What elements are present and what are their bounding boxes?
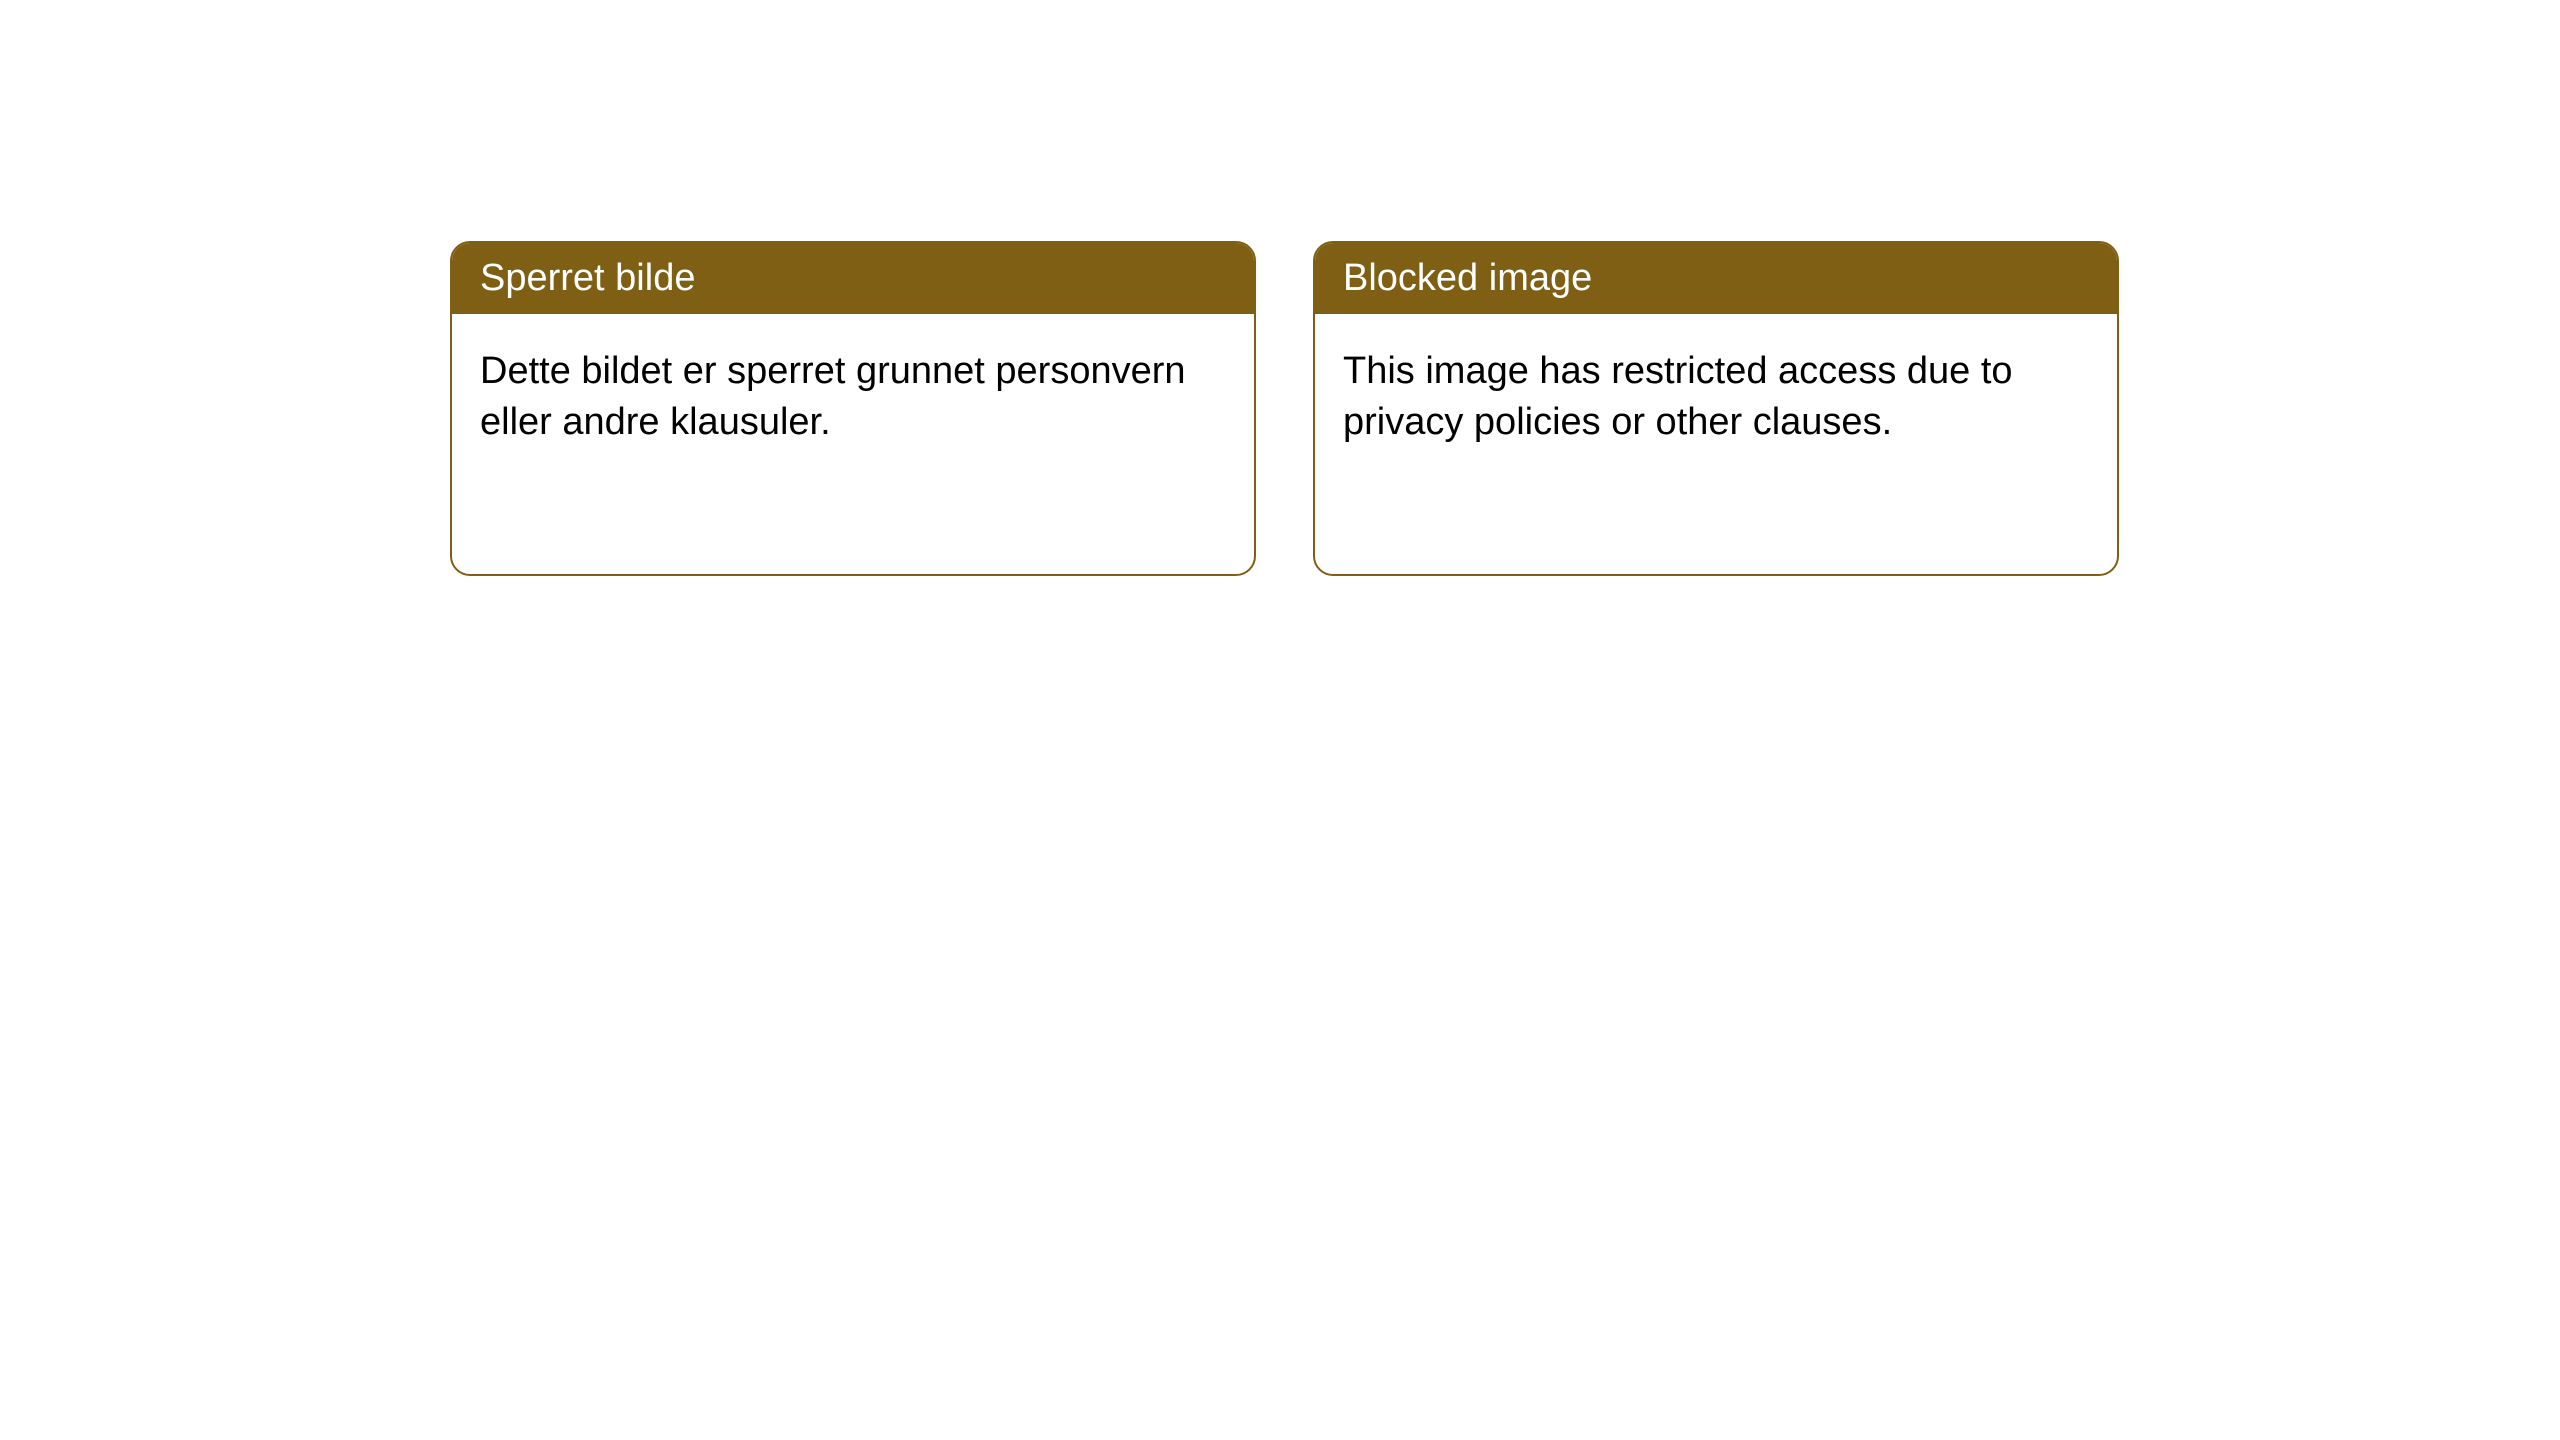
notice-body: This image has restricted access due to … <box>1315 314 2117 481</box>
notice-body: Dette bildet er sperret grunnet personve… <box>452 314 1254 481</box>
notice-text: Dette bildet er sperret grunnet personve… <box>480 350 1186 443</box>
notice-header: Blocked image <box>1315 243 2117 314</box>
notice-title: Sperret bilde <box>480 257 695 299</box>
notice-card-norwegian: Sperret bilde Dette bildet er sperret gr… <box>450 241 1256 576</box>
notice-header: Sperret bilde <box>452 243 1254 314</box>
notice-text: This image has restricted access due to … <box>1343 350 2013 443</box>
notice-title: Blocked image <box>1343 257 1592 299</box>
notice-container: Sperret bilde Dette bildet er sperret gr… <box>0 0 2560 576</box>
notice-card-english: Blocked image This image has restricted … <box>1313 241 2119 576</box>
